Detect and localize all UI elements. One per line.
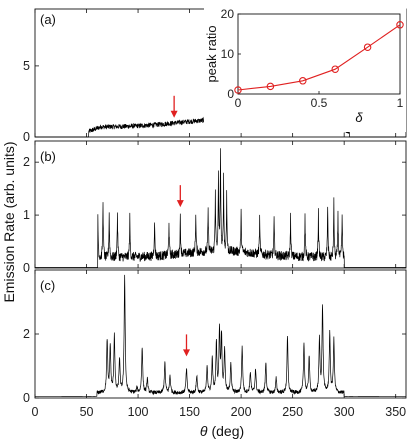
y-tick-label: 0 — [23, 261, 30, 275]
y-tick-label: 2 — [23, 327, 30, 341]
inset-data-point — [331, 65, 339, 73]
inset-x-tick-label: 0 — [235, 96, 242, 110]
x-tick-label: 0 — [32, 405, 39, 419]
x-tick-label: 300 — [334, 405, 355, 419]
x-axis-unit: (deg) — [211, 423, 244, 439]
inset-series-line — [237, 24, 401, 91]
inset-data-point — [266, 82, 275, 91]
inset-y-tick-label: 0 — [227, 87, 234, 101]
x-tick-label: 200 — [231, 405, 252, 419]
inset-data-point — [234, 86, 242, 94]
panel-c: 02 — [23, 269, 407, 405]
panel-frame — [34, 140, 407, 269]
inset-background — [204, 8, 406, 132]
inset-y-label: peak ratio — [204, 25, 219, 82]
panel-frame — [34, 269, 407, 399]
x-tick-label: 150 — [179, 405, 200, 419]
inset-x-tick-label: 0.5 — [311, 96, 328, 110]
x-axis-symbol: θ — [200, 423, 208, 439]
inset-y-tick-label: 20 — [221, 7, 235, 21]
x-axis-title: θ (deg) — [200, 423, 244, 439]
spectrum-trace — [35, 274, 406, 398]
y-tick-label: 5 — [23, 59, 30, 73]
x-tick-label: 100 — [128, 405, 149, 419]
y-axis-title: Emission Rate (arb. units) — [1, 141, 17, 302]
y-tick-label: 0 — [23, 130, 30, 144]
x-axis: 0 50 100 150 200 250 300 350 — [32, 405, 407, 419]
inset-data-point — [396, 21, 404, 29]
x-tick-label: 250 — [282, 405, 303, 419]
panel-tag-a: (a) — [40, 12, 56, 27]
spectrum-trace — [35, 148, 406, 268]
inset-x-tick-label: 1 — [397, 96, 404, 110]
panel-b: 0 1 2 — [23, 140, 407, 275]
x-tick-label: 50 — [80, 405, 94, 419]
panel-tag-c: (c) — [40, 278, 55, 293]
inset-chart: 0 10 20 0 0.5 1 δ peak ratio — [204, 7, 406, 132]
y-tick-label: 1 — [23, 208, 30, 222]
y-tick-label: 2 — [23, 155, 30, 169]
y-tick-label: 0 — [23, 391, 30, 405]
inset-data-point — [363, 43, 372, 51]
red-arrow — [170, 95, 178, 118]
red-arrow — [176, 185, 184, 208]
inset-data-point — [299, 77, 307, 85]
inset-x-label: δ — [355, 110, 363, 125]
panel-tag-b: (b) — [40, 149, 56, 164]
inset-y-tick-label: 10 — [221, 47, 235, 61]
red-arrow — [182, 334, 190, 357]
x-tick-label: 350 — [385, 405, 406, 419]
